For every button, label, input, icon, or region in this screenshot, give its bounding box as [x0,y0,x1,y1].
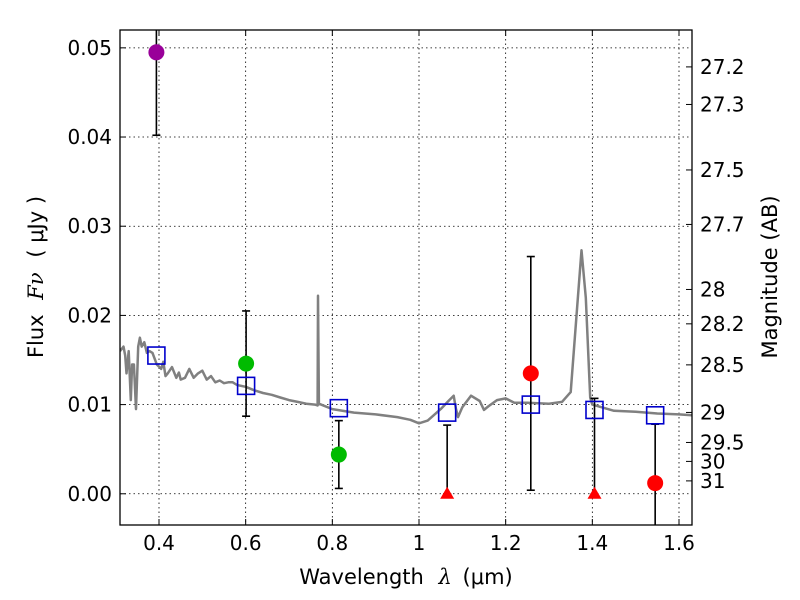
x-tick-label: 1 [413,531,426,555]
y-axis-label: Flux Fν ( μJy ) [24,196,48,358]
model-band-flux-marker [147,346,166,365]
model-band-flux-marker [645,405,665,425]
model-band-flux-marker [236,376,256,396]
photometry-point [647,475,664,492]
x-tick-label: 1.4 [576,531,608,555]
x-tick-label: 1.2 [490,531,522,555]
x-axis-label-unit: (μm) [463,565,513,589]
model-band-flux-marker [521,395,541,414]
y-axis-label-symbol: Fν [24,272,48,301]
y2-tick-label: 27.2 [700,55,745,79]
y2-tick-label: 27.5 [700,158,745,182]
y2-tick-label: 29 [700,400,725,424]
model-spectrum-line [120,249,692,425]
clipped-plot [120,30,692,525]
x-axis-label: Wavelength λ (μm) [299,565,512,589]
axis-ticks: 0.4 0.6 0.8 1 1.2 1.4 1.6 0.00 0.01 0.02 0.03 0.04 0… [67,30,745,555]
photometry-point [330,446,347,463]
x-tick-label: 0.4 [143,531,175,555]
plot-area [120,30,692,525]
photometry-point [522,365,539,382]
y2-tick-label: 28.5 [700,353,745,377]
model-band-flux-marker [585,400,604,420]
photometry-point [148,44,165,61]
photometry-point [238,355,255,372]
y-axis-label-unit: ( μJy ) [24,196,48,258]
y2-tick-label: 29.5 [700,430,745,454]
y-axis-label-text: Flux [24,314,48,358]
y2-tick-label: 28.2 [700,312,745,336]
y2-tick-label: 27.3 [700,92,745,116]
x-axis-label-text: Wavelength [299,565,424,589]
y-tick-label: 0.05 [67,36,112,60]
y2-tick-label: 30 [700,449,725,473]
x-axis-label-symbol: λ [438,565,452,589]
photometry-upper-limit-marker [587,486,602,499]
y-tick-label: 0.00 [67,482,112,506]
x-tick-label: 0.6 [230,531,262,555]
y2-tick-label: 27.7 [700,212,745,236]
y2-tick-label: 28 [700,277,725,301]
plot-frame [119,29,693,526]
y2-tick-label: 31 [700,469,725,493]
y-tick-label: 0.01 [67,393,112,417]
y-tick-label: 0.03 [67,214,112,238]
x-tick-label: 1.6 [663,531,695,555]
grid [120,30,692,525]
model-band-flux-marker [329,398,349,418]
axis-labels: Wavelength λ (μm) Flux Fν ( μJy ) Magnit… [24,195,782,589]
y2-axis-label: Magnitude (AB) [758,195,782,358]
y-tick-label: 0.04 [67,125,112,149]
photometry-upper-limit-marker [440,486,455,499]
x-tick-label: 0.8 [316,531,348,555]
model-band-flux-marker [437,403,457,422]
y-tick-label: 0.02 [67,303,112,327]
